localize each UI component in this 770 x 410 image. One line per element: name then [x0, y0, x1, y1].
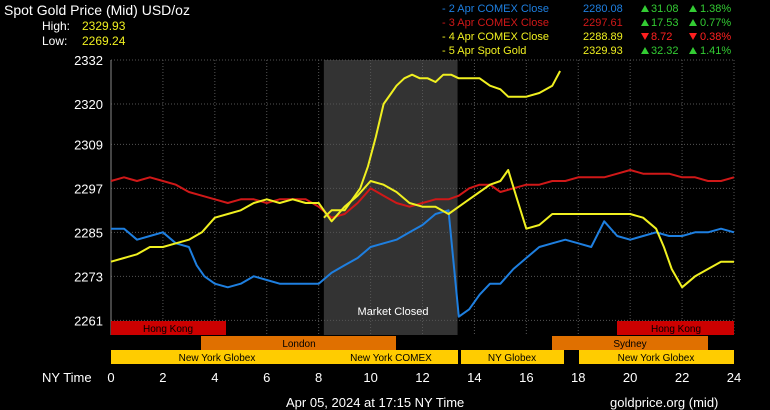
ny-globex-session-bar	[111, 350, 323, 364]
grid	[110, 59, 735, 335]
x-tick-label: 22	[675, 370, 689, 385]
high-value: 2329.93	[82, 19, 126, 33]
legend-change: 32.32	[651, 45, 679, 57]
ny-globex-session-bar	[461, 350, 564, 364]
x-tick-label: 14	[467, 370, 481, 385]
x-tick-label: 8	[315, 370, 322, 385]
ny-globex-session-label: New York Globex	[179, 353, 256, 364]
hong-kong-session-bar	[617, 321, 734, 335]
hong-kong-session-label: Hong Kong	[651, 324, 701, 335]
x-tick-label: 20	[623, 370, 637, 385]
low-value: 2269.24	[82, 34, 126, 48]
up-arrow-icon	[641, 19, 649, 26]
up-arrow-icon	[689, 47, 697, 54]
x-axis: 0 2 4 6 8 10 12 14 16 18 20 22 24	[107, 370, 741, 385]
x-tick-label: 10	[363, 370, 377, 385]
series-line	[111, 209, 735, 318]
legend-pct: 0.38%	[700, 31, 731, 43]
up-arrow-icon	[641, 47, 649, 54]
ny-globex-session-label: New York Globex	[618, 353, 695, 364]
down-arrow-icon	[641, 33, 649, 40]
x-tick-label: 4	[211, 370, 218, 385]
x-tick-label: 18	[571, 370, 585, 385]
y-tick-label: 2332	[74, 53, 103, 68]
y-tick-label: 2320	[74, 97, 103, 112]
series-line	[110, 169, 734, 289]
footer-timestamp: Apr 05, 2024 at 17:15 NY Time	[286, 395, 464, 410]
legend-label: - 3 Apr COMEX Close	[442, 17, 549, 29]
series-line	[110, 169, 735, 219]
series-line	[323, 70, 561, 219]
down-arrow-icon	[689, 33, 697, 40]
high-label: High:	[42, 19, 70, 33]
legend-label: - 5 Apr Spot Gold	[442, 45, 526, 57]
y-axis: 2332 2320 2309 2297 2285 2273 2261	[74, 53, 103, 328]
chart-title: Spot Gold Price (Mid) USD/oz	[4, 2, 190, 18]
sydney-session-label: Sydney	[613, 339, 646, 350]
up-arrow-icon	[641, 5, 649, 12]
legend-row: - 2 Apr COMEX Close 2280.08 31.08 1.38%	[442, 3, 731, 15]
y-tick-label: 2285	[74, 225, 103, 240]
low-label: Low:	[42, 34, 67, 48]
y-tick-label: 2261	[74, 313, 103, 328]
legend: - 2 Apr COMEX Close 2280.08 31.08 1.38% …	[442, 3, 731, 57]
legend-pct: 0.77%	[700, 17, 731, 29]
london-session-label: London	[282, 339, 315, 350]
x-tick-label: 2	[159, 370, 166, 385]
market-closed-shade	[323, 60, 458, 335]
legend-pct: 1.38%	[700, 3, 731, 15]
y-tick-label: 2309	[74, 137, 103, 152]
x-tick-label: 16	[519, 370, 533, 385]
legend-price: 2297.61	[583, 17, 623, 29]
trading-sessions: Hong Kong Hong Kong London Sydney New Yo…	[111, 321, 734, 364]
london-session-bar	[201, 336, 396, 350]
x-tick-label: 24	[727, 370, 741, 385]
ny-globex-session-label: NY Globex	[488, 353, 536, 364]
hong-kong-session-label: Hong Kong	[143, 324, 193, 335]
legend-label: - 4 Apr COMEX Close	[442, 31, 549, 43]
x-axis-label: NY Time	[42, 370, 92, 385]
legend-pct: 1.41%	[700, 45, 731, 57]
legend-label: - 2 Apr COMEX Close	[442, 3, 549, 15]
x-tick-label: 6	[263, 370, 270, 385]
legend-price: 2329.93	[583, 45, 623, 57]
sydney-session-bar	[552, 336, 708, 350]
series-lines	[110, 70, 735, 318]
up-arrow-icon	[689, 19, 697, 26]
legend-row: - 4 Apr COMEX Close 2288.89 8.72 0.38%	[442, 31, 731, 43]
x-tick-label: 12	[415, 370, 429, 385]
ny-comex-session-label: New York COMEX	[350, 353, 432, 364]
ny-comex-session-bar	[323, 350, 458, 364]
legend-change: 8.72	[651, 31, 672, 43]
up-arrow-icon	[689, 5, 697, 12]
market-closed-label: Market Closed	[358, 306, 429, 318]
legend-row: - 5 Apr Spot Gold 2329.93 32.32 1.41%	[442, 45, 731, 57]
legend-change: 31.08	[651, 3, 679, 15]
hong-kong-session-bar	[111, 321, 226, 335]
y-tick-label: 2297	[74, 181, 103, 196]
legend-price: 2280.08	[583, 3, 623, 15]
x-tick-label: 0	[107, 370, 114, 385]
legend-price: 2288.89	[583, 31, 623, 43]
footer-source: goldprice.org (mid)	[610, 395, 718, 410]
y-tick-label: 2273	[74, 269, 103, 284]
ny-globex-session-bar	[579, 350, 734, 364]
legend-change: 17.53	[651, 17, 679, 29]
legend-row: - 3 Apr COMEX Close 2297.61 17.53 0.77%	[442, 17, 731, 29]
